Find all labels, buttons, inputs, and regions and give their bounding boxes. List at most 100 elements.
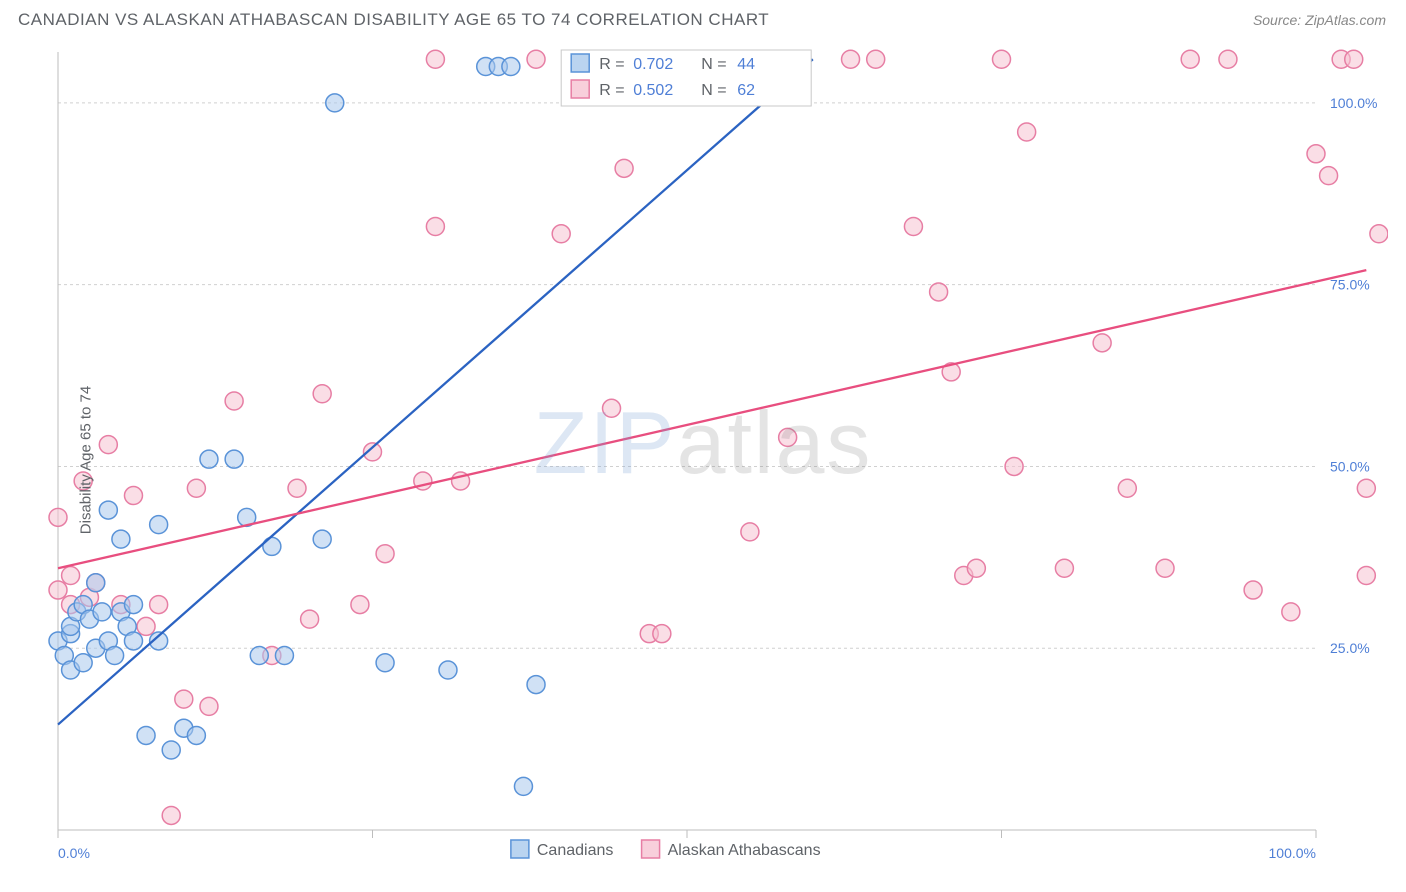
data-point [1018,123,1036,141]
scatter-chart-svg: 25.0% 50.0% 75.0% 100.0% 0.0% 100.0% R = 0.702 N… [18,46,1388,874]
data-point [842,50,860,68]
chart-source: Source: ZipAtlas.com [1253,12,1386,28]
data-point [1118,479,1136,497]
data-point [162,806,180,824]
data-point [1357,479,1375,497]
data-point [426,218,444,236]
data-point [351,596,369,614]
data-point [326,94,344,112]
chart-container: CANADIAN VS ALASKAN ATHABASCAN DISABILIT… [0,0,1406,892]
data-point [376,654,394,672]
data-point [150,516,168,534]
bottom-legend-swatch [642,840,660,858]
data-point [313,385,331,403]
data-point [1357,567,1375,585]
legend-n-value: 62 [737,82,755,99]
data-point [1345,50,1363,68]
data-point [124,487,142,505]
trend-line [58,59,813,724]
data-point [904,218,922,236]
data-point [741,523,759,541]
data-point [150,596,168,614]
chart-area: Disability Age 65 to 74 ZIPatlas 25.0%50… [18,46,1388,874]
data-point [552,225,570,243]
data-point [867,50,885,68]
data-point [288,479,306,497]
data-point [930,283,948,301]
legend-swatch [571,80,589,98]
data-point [1244,581,1262,599]
legend-r-value: 0.502 [633,82,673,99]
bottom-legend-swatch [511,840,529,858]
data-point [137,726,155,744]
data-point [162,741,180,759]
legend-r-label: R = [599,82,624,99]
bottom-legend-label: Alaskan Athabascans [668,842,821,859]
data-point [74,654,92,672]
data-point [225,450,243,468]
data-point [527,50,545,68]
data-point [502,58,520,76]
data-point [1093,334,1111,352]
data-point [187,479,205,497]
legend-r-label: R = [599,56,624,73]
y-tick-label: 100.0% [1330,95,1377,111]
legend-n-label: N = [701,82,726,99]
data-point [112,530,130,548]
data-point [439,661,457,679]
data-point [187,726,205,744]
legend-n-label: N = [701,56,726,73]
data-point [653,625,671,643]
legend-swatch [571,54,589,72]
data-point [200,450,218,468]
data-point [1181,50,1199,68]
data-point [527,676,545,694]
data-point [93,603,111,621]
y-tick-label: 50.0% [1330,458,1370,474]
data-point [49,581,67,599]
y-axis-label: Disability Age 65 to 74 [78,386,95,534]
data-point [967,559,985,577]
data-point [250,646,268,664]
data-point [1282,603,1300,621]
data-point [1320,167,1338,185]
data-point [603,399,621,417]
data-point [137,617,155,635]
bottom-legend-label: Canadians [537,842,614,859]
data-point [99,436,117,454]
data-point [1005,457,1023,475]
data-point [615,159,633,177]
data-point [376,545,394,563]
data-point [779,428,797,446]
data-point [124,632,142,650]
data-point [1156,559,1174,577]
y-tick-label: 75.0% [1330,277,1370,293]
trend-line [58,270,1366,568]
chart-header: CANADIAN VS ALASKAN ATHABASCAN DISABILIT… [0,0,1406,39]
data-point [1219,50,1237,68]
data-point [426,50,444,68]
data-point [106,646,124,664]
data-point [301,610,319,628]
data-point [62,567,80,585]
data-point [225,392,243,410]
data-point [993,50,1011,68]
data-point [1370,225,1388,243]
data-point [200,697,218,715]
data-point [275,646,293,664]
data-point [1307,145,1325,163]
y-tick-label: 25.0% [1330,640,1370,656]
legend-n-value: 44 [737,56,755,73]
chart-title: CANADIAN VS ALASKAN ATHABASCAN DISABILIT… [18,10,769,30]
x-tick-label: 0.0% [58,845,90,861]
data-point [514,777,532,795]
data-point [87,574,105,592]
data-point [99,501,117,519]
x-tick-label: 100.0% [1269,845,1316,861]
legend-r-value: 0.702 [633,56,673,73]
data-point [124,596,142,614]
data-point [175,690,193,708]
data-point [313,530,331,548]
data-point [1055,559,1073,577]
data-point [49,508,67,526]
